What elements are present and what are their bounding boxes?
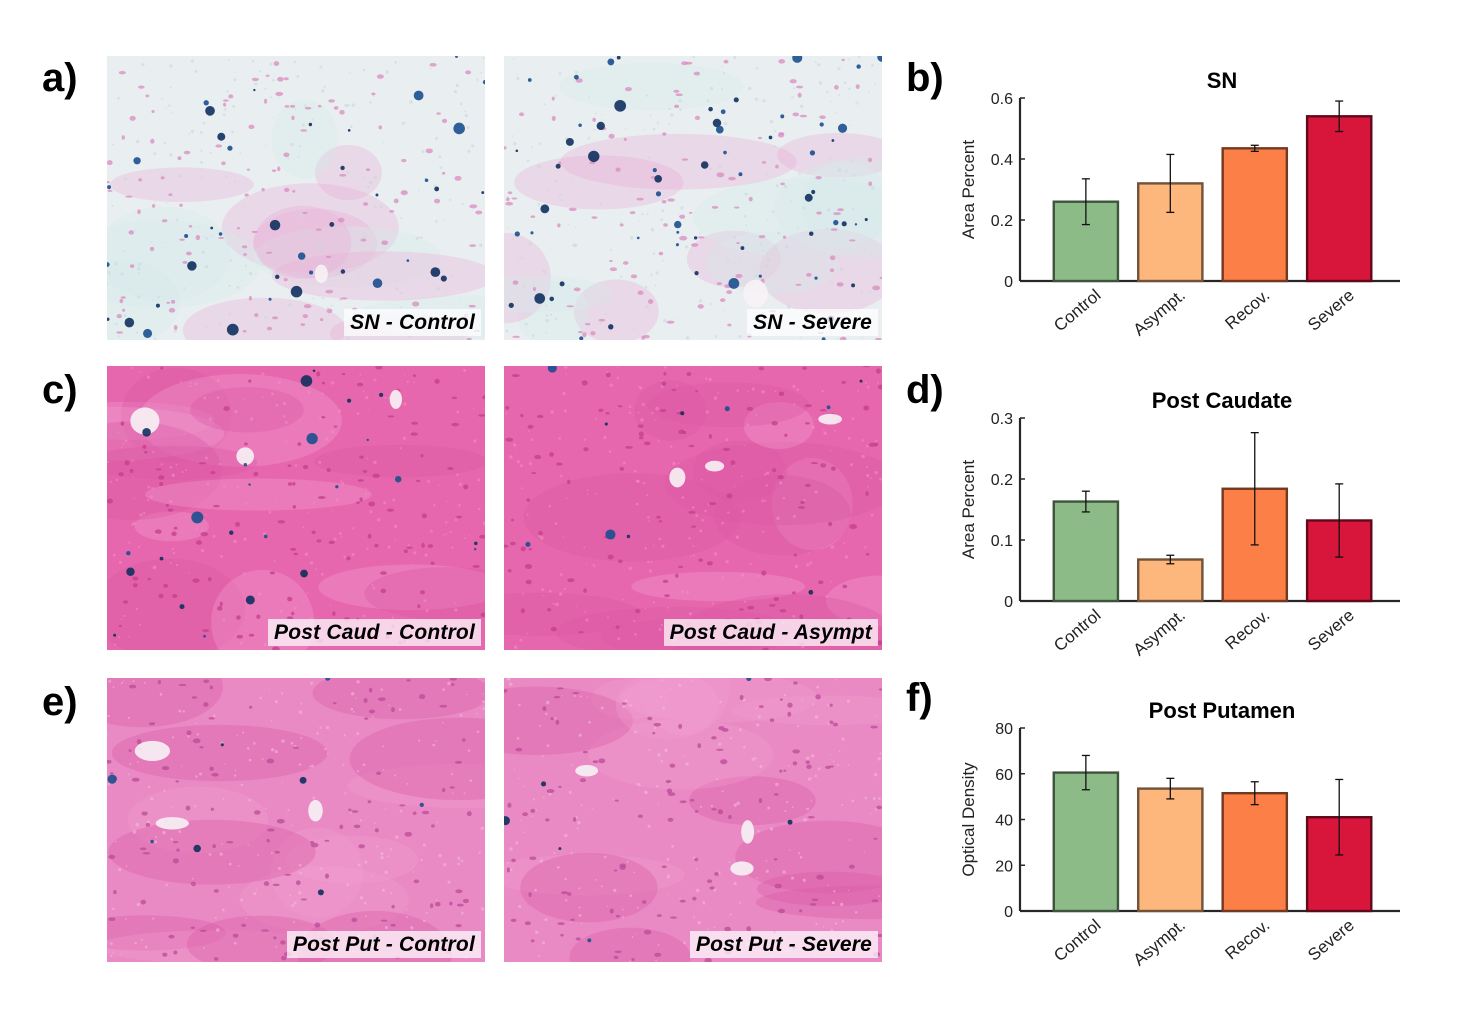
chart-svg: Post Putamen Optical Density 0 20 40 60 80 Cont… bbox=[959, 698, 1400, 970]
bar-recov bbox=[1221, 147, 1289, 283]
chart-sn: SN Area Percent 0 0.2 0.4 0.6 Control Asympt. Re… bbox=[940, 56, 1420, 361]
y-tick-label: 0 bbox=[1004, 274, 1013, 291]
micrograph-postcaud-asympt: Post Caud - Asympt bbox=[504, 366, 882, 650]
x-tick-label: Severe bbox=[1304, 606, 1357, 655]
chart-post-putamen: Post Putamen Optical Density 0 20 40 60 80 Cont… bbox=[940, 686, 1420, 991]
micrograph-caption: Post Caud - Control bbox=[268, 619, 481, 646]
y-tick-label: 0.2 bbox=[991, 213, 1013, 230]
chart-title: Post Putamen bbox=[1149, 698, 1296, 723]
x-tick-label: Asympt. bbox=[1130, 286, 1189, 340]
x-tick-label: Control bbox=[1050, 286, 1104, 336]
y-tick-label: 0 bbox=[1004, 594, 1013, 611]
y-axis-label: Optical Density bbox=[959, 762, 978, 877]
y-tick-label: 0.6 bbox=[991, 91, 1013, 108]
x-tick-label: Asympt. bbox=[1130, 916, 1189, 970]
chart-post-caudate: Post Caudate Area Percent 0 0.1 0.2 0.3 Contro… bbox=[940, 376, 1420, 681]
y-tick-label: 20 bbox=[995, 858, 1013, 875]
micrograph-caption: Post Put - Control bbox=[286, 931, 481, 958]
micrograph-image bbox=[504, 366, 882, 650]
panel-label-a: a) bbox=[42, 56, 78, 100]
bar-asympt bbox=[1137, 787, 1204, 913]
panel-label-c: c) bbox=[42, 368, 78, 412]
bar-recov bbox=[1221, 791, 1289, 913]
micrograph-image bbox=[504, 678, 882, 962]
chart-svg: SN Area Percent 0 0.2 0.4 0.6 Control Asympt. Re… bbox=[959, 68, 1400, 340]
micrograph-image bbox=[504, 56, 882, 340]
x-tick-label: Severe bbox=[1304, 286, 1357, 335]
micrograph-postput-severe: Post Put - Severe bbox=[504, 678, 882, 962]
micrograph-postcaud-control: Post Caud - Control bbox=[107, 366, 485, 650]
panel-label-e: e) bbox=[42, 680, 78, 724]
bar-severe bbox=[1305, 115, 1373, 283]
x-tick-label: Recov. bbox=[1222, 916, 1274, 964]
panel-label-f: f) bbox=[906, 676, 933, 720]
y-axis-label: Area Percent bbox=[959, 140, 978, 239]
x-tick-label: Recov. bbox=[1222, 606, 1274, 654]
micrograph-caption: SN - Control bbox=[344, 309, 481, 336]
y-tick-label: 0.4 bbox=[991, 152, 1013, 169]
x-tick-label: Recov. bbox=[1222, 286, 1274, 334]
micrograph-image bbox=[107, 56, 485, 340]
bar-asympt bbox=[1137, 558, 1204, 603]
y-tick-label: 40 bbox=[995, 813, 1013, 830]
panel-label-b: b) bbox=[906, 56, 944, 100]
y-axis-label: Area Percent bbox=[959, 460, 978, 559]
y-tick-label: 0.2 bbox=[991, 472, 1013, 489]
x-tick-label: Control bbox=[1050, 916, 1104, 966]
bar-control bbox=[1052, 500, 1120, 603]
chart-title: SN bbox=[1207, 68, 1238, 93]
micrograph-image bbox=[107, 678, 485, 962]
micrograph-caption: Post Caud - Asympt bbox=[663, 619, 878, 646]
x-tick-label: Control bbox=[1050, 606, 1104, 656]
chart-title: Post Caudate bbox=[1152, 388, 1293, 413]
micrograph-caption: SN - Severe bbox=[747, 309, 878, 336]
bar-control bbox=[1052, 771, 1120, 913]
y-tick-label: 80 bbox=[995, 721, 1013, 738]
micrograph-caption: Post Put - Severe bbox=[689, 931, 878, 958]
micrograph-image bbox=[107, 366, 485, 650]
micrograph-sn-severe: SN - Severe bbox=[504, 56, 882, 340]
micrograph-sn-control: SN - Control bbox=[107, 56, 485, 340]
y-tick-label: 60 bbox=[995, 767, 1013, 784]
chart-svg: Post Caudate Area Percent 0 0.1 0.2 0.3 Contro… bbox=[959, 388, 1400, 660]
y-tick-label: 0 bbox=[1004, 904, 1013, 921]
y-tick-label: 0.3 bbox=[991, 411, 1013, 428]
panel-label-d: d) bbox=[906, 368, 944, 412]
micrograph-postput-control: Post Put - Control bbox=[107, 678, 485, 962]
x-tick-label: Severe bbox=[1304, 916, 1357, 965]
y-tick-label: 0.1 bbox=[991, 533, 1013, 550]
x-tick-label: Asympt. bbox=[1130, 606, 1189, 660]
